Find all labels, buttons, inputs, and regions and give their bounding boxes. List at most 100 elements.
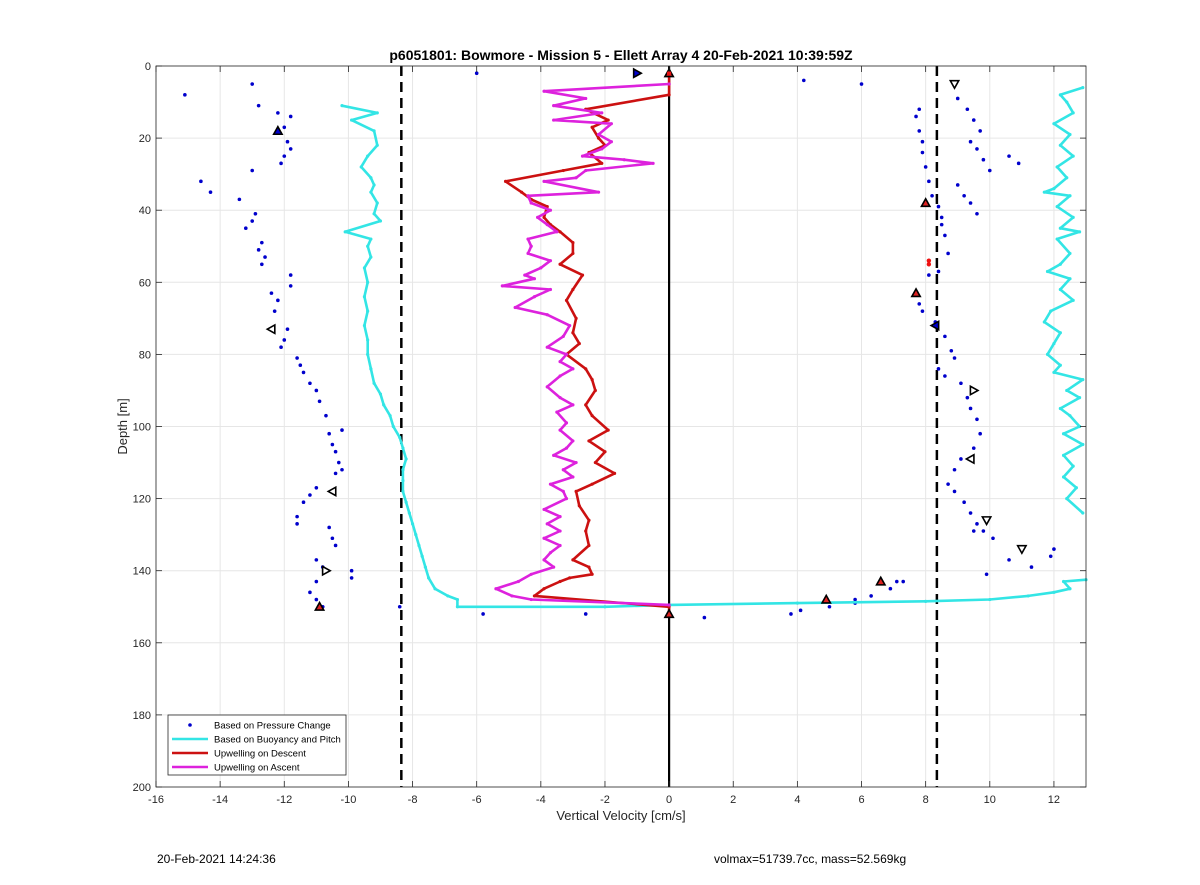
series-point [420, 554, 424, 558]
x-tick-label: 10 [984, 794, 996, 806]
series-point [1045, 269, 1050, 274]
pressure-point [330, 442, 335, 447]
pressure-point [256, 103, 261, 108]
series-line [341, 104, 1087, 609]
pressure-point [285, 139, 290, 144]
series-point [382, 403, 386, 407]
series-point [1052, 341, 1056, 346]
pressure-point [208, 190, 213, 194]
series-point [1055, 165, 1059, 169]
series-point [369, 176, 373, 180]
pressure-point [789, 612, 793, 616]
series-point [545, 313, 549, 317]
series-point [574, 316, 578, 320]
series-point [375, 143, 379, 147]
series-point [1058, 226, 1062, 230]
pressure-point [936, 269, 941, 274]
pressure-point [943, 374, 947, 378]
pressure-point [282, 338, 287, 342]
series-point [558, 543, 562, 548]
series-point [558, 529, 562, 533]
series-point [571, 251, 575, 256]
footer-vehicle-info: volmax=51739.7cc, mass=52.569kg [714, 852, 907, 866]
event-marker [663, 608, 675, 619]
pressure-point [237, 197, 242, 202]
series-point [526, 194, 530, 198]
pressure-point [1048, 554, 1053, 559]
series-point [1068, 414, 1072, 418]
series-point [558, 230, 562, 234]
pressure-point [894, 579, 899, 584]
pressure-point [327, 525, 331, 530]
y-tick-label: 180 [133, 710, 151, 722]
series-point [622, 158, 626, 162]
series-point [372, 129, 376, 133]
pressure-point [946, 251, 950, 256]
pressure-point [314, 579, 319, 584]
series-point [606, 118, 610, 122]
series-point [587, 439, 591, 443]
series-point [1081, 378, 1085, 382]
pressure-point [336, 460, 341, 465]
series-point [590, 572, 594, 576]
pressure-point [978, 129, 982, 133]
pressure-point [308, 493, 312, 497]
series-layer [183, 71, 1088, 620]
series-point [1077, 230, 1082, 234]
series-point [366, 244, 370, 248]
series-point [1052, 122, 1056, 126]
pressure-point [481, 612, 485, 616]
series-point [372, 212, 376, 216]
series-point [1055, 204, 1059, 209]
pressure-point [333, 543, 338, 548]
series-point [372, 183, 376, 187]
marker-layer [265, 67, 1028, 619]
series-point [651, 161, 655, 165]
pressure-point [276, 298, 280, 303]
series-point [1052, 370, 1056, 375]
series-point [343, 230, 347, 234]
pressure-point [1029, 565, 1034, 569]
event-marker [964, 453, 975, 465]
event-marker [981, 516, 993, 527]
pressure-point [914, 114, 918, 119]
series-point [571, 367, 575, 371]
event-marker [321, 565, 332, 577]
x-tick-label: 8 [923, 794, 929, 806]
series-point [542, 587, 546, 591]
pressure-point [301, 370, 306, 375]
pressure-point [955, 183, 960, 187]
pressure-point [927, 179, 931, 184]
series-point [536, 215, 540, 220]
series-point [584, 403, 588, 407]
series-point [548, 551, 553, 555]
series-point [1058, 287, 1062, 292]
series-point [1065, 100, 1069, 104]
series-point [584, 367, 588, 371]
series-point [1081, 86, 1085, 90]
series-point [401, 489, 405, 493]
series-point [558, 360, 562, 364]
pressure-point [282, 125, 287, 130]
pressure-point [901, 579, 906, 584]
footer-timestamp: 20-Feb-2021 14:24:36 [157, 852, 276, 866]
series-point [1045, 352, 1050, 356]
series-point [600, 111, 604, 115]
series-point [596, 132, 601, 137]
series-point [519, 190, 524, 194]
series-point [362, 266, 367, 270]
pressure-point [971, 118, 976, 122]
series-point [1065, 388, 1069, 393]
series-point [552, 104, 556, 108]
pressure-point [253, 212, 258, 216]
series-point [407, 511, 411, 515]
red-point [666, 71, 672, 76]
series-point [433, 587, 437, 591]
pressure-point [702, 615, 707, 620]
pressure-point [250, 82, 255, 86]
series-point [1058, 262, 1062, 266]
series-point [455, 597, 460, 602]
series-point [1068, 251, 1072, 256]
pressure-point [962, 193, 966, 198]
series-point [1058, 406, 1062, 411]
